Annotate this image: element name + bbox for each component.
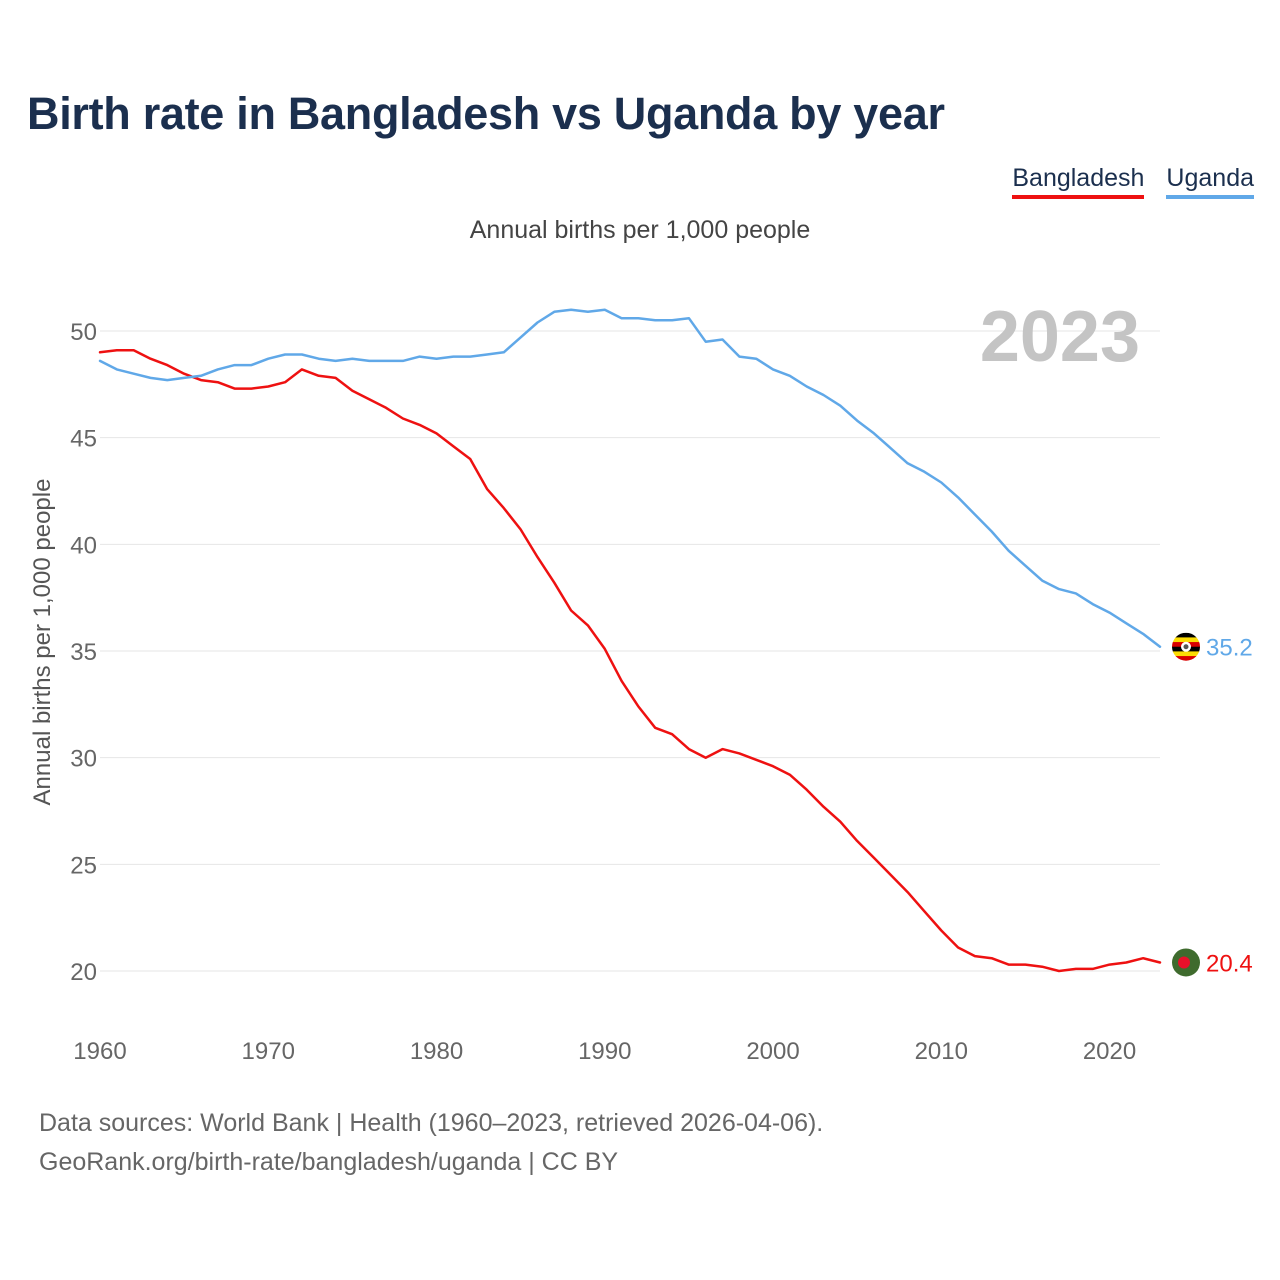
line-chart: 2023 20 25 30 35 40 45 50 1960 1970 1980 1990 2000… xyxy=(29,297,1253,1065)
legend-item-bangladesh[interactable]: Bangladesh xyxy=(1012,164,1145,199)
series-line-uganda[interactable] xyxy=(98,308,1162,648)
chart-title: Birth rate in Bangladesh vs Uganda by ye… xyxy=(27,88,945,139)
y-tick-label: 50 xyxy=(70,319,97,346)
bangladesh-flag-icon xyxy=(1172,948,1200,977)
y-axis-label: Annual births per 1,000 people xyxy=(29,479,56,806)
y-tick-label: 35 xyxy=(70,639,97,666)
y-tick-label: 40 xyxy=(70,532,97,559)
y-tick-label: 25 xyxy=(70,852,97,879)
x-tick-label: 1960 xyxy=(73,1038,126,1065)
x-tick-label: 2010 xyxy=(915,1038,968,1065)
legend-item-uganda[interactable]: Uganda xyxy=(1166,164,1254,199)
year-watermark: 2023 xyxy=(980,297,1140,377)
legend: Bangladesh Uganda xyxy=(1012,164,1254,199)
end-label-uganda: 35.2 xyxy=(1206,635,1253,662)
chart-subtitle: Annual births per 1,000 people xyxy=(469,216,811,244)
x-tick-label: 2000 xyxy=(746,1038,799,1065)
x-axis-ticks: 1960 1970 1980 1990 2000 2010 2020 xyxy=(73,1038,1136,1065)
y-axis-ticks: 20 25 30 35 40 45 50 xyxy=(70,319,97,986)
footer: Data sources: World Bank | Health (1960–… xyxy=(39,1104,823,1182)
x-tick-label: 1990 xyxy=(578,1038,631,1065)
series-line-bangladesh[interactable] xyxy=(98,348,1162,973)
gridlines xyxy=(100,330,1160,972)
footer-source: Data sources: World Bank | Health (1960–… xyxy=(39,1109,824,1137)
series-endpoints: 20.4 35.2 xyxy=(1172,632,1253,977)
uganda-flag-icon xyxy=(1172,632,1200,661)
x-tick-label: 1980 xyxy=(410,1038,463,1065)
end-label-bangladesh: 20.4 xyxy=(1206,950,1253,977)
x-tick-label: 1970 xyxy=(242,1038,295,1065)
y-tick-label: 20 xyxy=(70,959,97,986)
x-tick-label: 2020 xyxy=(1083,1038,1136,1065)
series-lines xyxy=(98,308,1162,973)
footer-link[interactable]: GeoRank.org/birth-rate/bangladesh/uganda… xyxy=(39,1148,619,1176)
y-tick-label: 45 xyxy=(70,426,97,453)
y-tick-label: 30 xyxy=(70,746,97,773)
